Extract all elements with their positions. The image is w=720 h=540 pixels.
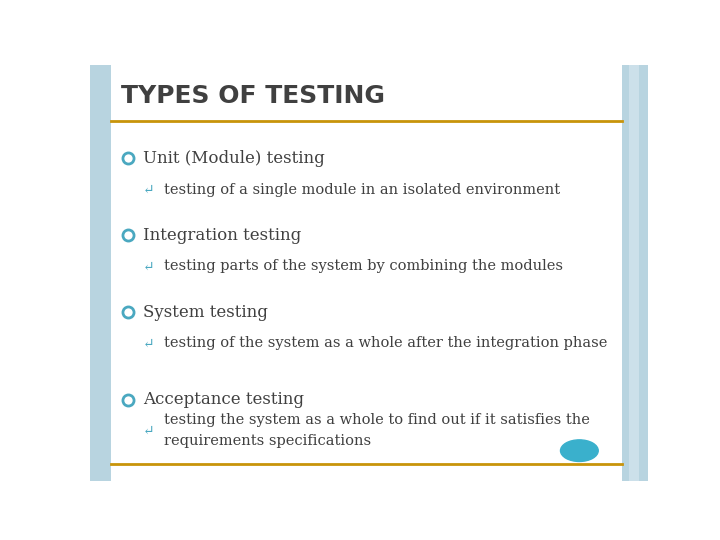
Text: ↵: ↵ [143, 259, 154, 273]
Bar [90, 65, 111, 481]
Text: ↵: ↵ [143, 424, 154, 438]
Bar [622, 65, 648, 481]
Text: ↵: ↵ [143, 336, 154, 350]
Text: Integration testing: Integration testing [143, 227, 301, 244]
Text: Acceptance testing: Acceptance testing [143, 391, 304, 408]
Text: ↵: ↵ [143, 183, 154, 197]
Text: testing parts of the system by combining the modules: testing parts of the system by combining… [163, 259, 562, 273]
Text: requirements specifications: requirements specifications [163, 434, 371, 448]
Text: Unit (Module) testing: Unit (Module) testing [143, 150, 325, 167]
Text: TYPES OF TESTING: TYPES OF TESTING [121, 84, 384, 108]
Text: testing the system as a whole to find out if it satisfies the: testing the system as a whole to find ou… [163, 413, 590, 427]
Ellipse shape [560, 440, 598, 462]
Text: System testing: System testing [143, 303, 268, 321]
Text: testing of the system as a whole after the integration phase: testing of the system as a whole after t… [163, 336, 607, 350]
Text: testing of a single module in an isolated environment: testing of a single module in an isolate… [163, 183, 559, 197]
Bar [629, 65, 639, 481]
